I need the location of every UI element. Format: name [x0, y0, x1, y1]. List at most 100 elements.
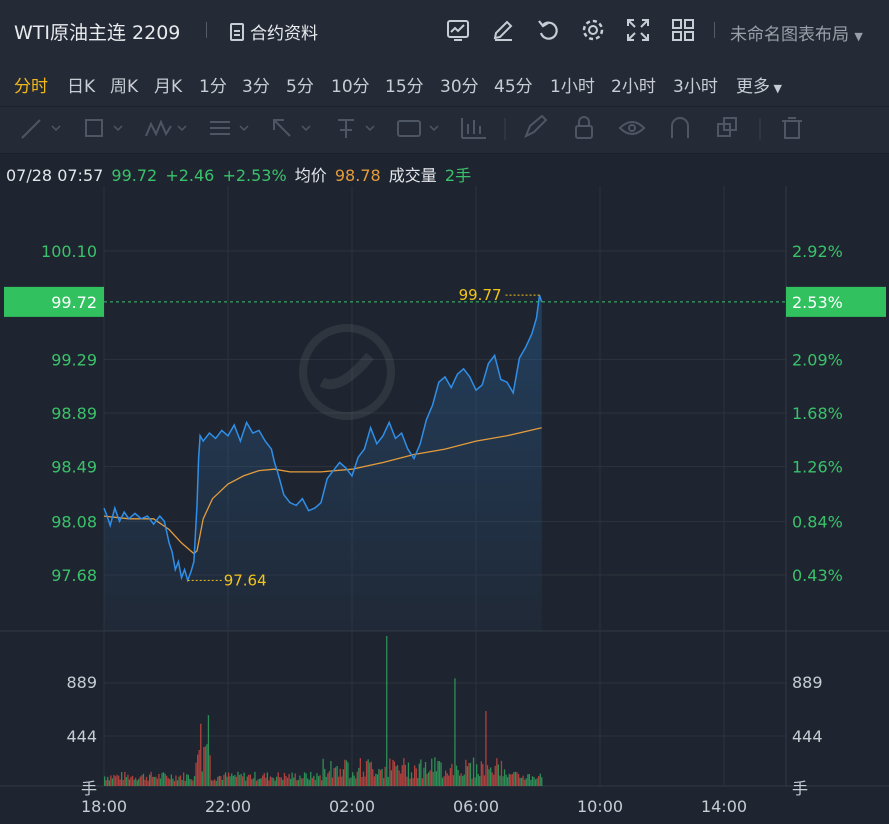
- quote-datetime: 07/28 07:57: [6, 166, 104, 185]
- volume-bar: [486, 765, 489, 786]
- line-tool-icon[interactable]: [21, 119, 61, 139]
- timeframe-11[interactable]: 1小时: [550, 77, 595, 97]
- volume-bar: [521, 777, 523, 786]
- volume-bar: [421, 778, 424, 786]
- volume-bar: [272, 778, 275, 786]
- timeframe-0[interactable]: 分时: [14, 77, 48, 97]
- arrow-tool-icon[interactable]: [273, 119, 311, 137]
- volume-bar: [465, 759, 467, 786]
- low-label: 97.64: [224, 571, 267, 589]
- volume-bar: [516, 772, 518, 786]
- header-divider: [206, 22, 207, 38]
- magnet-icon[interactable]: [671, 117, 689, 138]
- volume-tick-left: 444: [66, 727, 97, 746]
- trash-icon[interactable]: [782, 117, 802, 139]
- volume-bar: [307, 778, 309, 786]
- volume-bar: [358, 767, 360, 786]
- chart-template-icon[interactable]: [445, 17, 471, 43]
- symbol-title[interactable]: WTI原油主连 2209: [14, 22, 181, 44]
- volume-bar: [435, 771, 437, 786]
- quote-price: 99.72: [111, 166, 158, 185]
- volume-bar: [130, 776, 132, 786]
- volume-bar: [246, 776, 248, 786]
- volume-bar: [508, 773, 510, 786]
- eye-icon[interactable]: [618, 121, 646, 135]
- volume-bar: [218, 775, 220, 786]
- timeframe-14[interactable]: 更多 ▼: [736, 77, 782, 97]
- volume-bar: [353, 775, 355, 786]
- volume-bar: [517, 773, 520, 786]
- edit-icon[interactable]: [490, 17, 516, 43]
- rect-tool-icon[interactable]: [85, 119, 123, 137]
- timeframe-6[interactable]: 5分: [286, 77, 314, 97]
- volume-bar: [150, 771, 152, 786]
- volume-bar: [319, 775, 321, 786]
- volume-bar: [336, 766, 338, 786]
- volume-bar: [322, 758, 324, 786]
- hline-tool-icon[interactable]: [338, 119, 375, 138]
- volume-bar: [149, 774, 151, 786]
- contract-info-button[interactable]: 合约资料: [230, 19, 318, 44]
- volume-bar: [238, 774, 241, 786]
- volume-bar: [344, 759, 346, 786]
- wave-tool-icon[interactable]: [145, 119, 187, 137]
- volume-bar: [502, 776, 504, 786]
- volume-bar: [420, 759, 422, 786]
- timeframe-2[interactable]: 周K: [110, 77, 139, 97]
- timeframe-13[interactable]: 3小时: [673, 77, 718, 97]
- volume-bar: [176, 780, 179, 786]
- timeframe-8[interactable]: 15分: [385, 77, 424, 97]
- undo-icon[interactable]: [535, 17, 561, 43]
- fib-tool-icon[interactable]: [210, 121, 249, 135]
- x-tick: 14:00: [701, 797, 747, 816]
- volume-bar: [459, 775, 461, 786]
- volume-bar: [342, 769, 344, 786]
- volume-bar: [361, 777, 363, 786]
- timeframe-4[interactable]: 1分: [199, 77, 227, 97]
- volume-bar: [338, 776, 340, 786]
- volume-bar: [189, 778, 191, 786]
- bar-tool-icon[interactable]: [461, 118, 486, 139]
- timeframe-3[interactable]: 月K: [154, 77, 183, 97]
- volume-bar: [276, 776, 278, 786]
- volume-bar: [328, 771, 330, 786]
- timeframe-10[interactable]: 45分: [494, 77, 533, 97]
- volume-bar: [254, 771, 256, 786]
- volume-bar: [300, 778, 303, 786]
- timeframe-12[interactable]: 2小时: [611, 77, 656, 97]
- volume-bar: [142, 773, 145, 786]
- timeframe-9[interactable]: 30分: [440, 77, 479, 97]
- volume-bar: [369, 762, 371, 786]
- volume-bar: [224, 772, 227, 786]
- volume-bar: [159, 778, 162, 786]
- volume-bar: [105, 780, 107, 786]
- copy-icon[interactable]: [717, 117, 737, 137]
- current-price-tag-text: 99.72: [51, 293, 97, 312]
- settings-icon[interactable]: [580, 17, 606, 43]
- grid-layout-icon[interactable]: [670, 17, 696, 43]
- volume-bar: [229, 776, 231, 786]
- volume-bar: [327, 773, 329, 786]
- volume-bar: [393, 761, 396, 786]
- fullscreen-icon[interactable]: [625, 17, 651, 43]
- volume-bar: [375, 773, 377, 786]
- timeframe-1[interactable]: 日K: [67, 77, 96, 97]
- volume-bar: [274, 780, 276, 786]
- volume-bar: [172, 778, 174, 786]
- volume-bar: [302, 778, 304, 786]
- lock-icon[interactable]: [575, 116, 593, 139]
- volume-bar: [511, 774, 513, 786]
- volume-bar: [164, 773, 166, 786]
- layout-dropdown[interactable]: 未命名图表布局 ▼: [730, 20, 863, 45]
- price-chart[interactable]: 99.77 97.64 100.10 2.92% 99.29 2.09% 98.89 1.6…: [0, 186, 889, 824]
- timeframe-5[interactable]: 3分: [242, 77, 270, 97]
- timeframe-7[interactable]: 10分: [331, 77, 370, 97]
- x-tick: 18:00: [81, 797, 127, 816]
- volume-bar: [299, 775, 301, 786]
- brush-tool-icon[interactable]: [524, 114, 548, 139]
- text-tool-icon[interactable]: [397, 120, 439, 137]
- volume-bar: [290, 778, 292, 786]
- volume-bar: [406, 776, 408, 786]
- volume-bar: [493, 774, 495, 786]
- volume-bar: [370, 761, 372, 786]
